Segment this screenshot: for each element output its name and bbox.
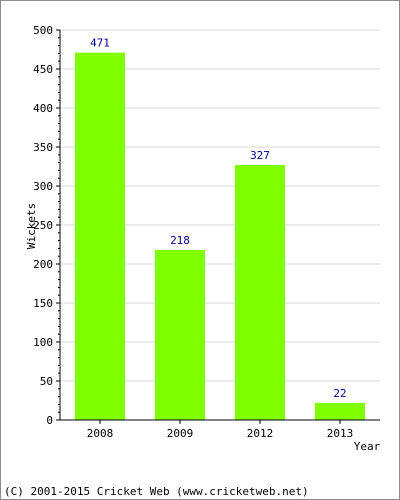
x-tick-label-2009: 2009 — [167, 427, 194, 440]
value-label-2009: 218 — [170, 234, 190, 247]
y-tick-label-400: 400 — [33, 102, 53, 115]
copyright-footer: (C) 2001-2015 Cricket Web (www.cricketwe… — [4, 485, 309, 498]
bar-2008 — [75, 52, 125, 421]
bar-2013 — [315, 402, 365, 420]
y-tick-label-500: 500 — [33, 24, 53, 37]
x-axis-title: Year — [354, 440, 381, 453]
value-label-2008: 471 — [90, 37, 110, 50]
value-label-2013: 22 — [333, 387, 346, 400]
y-ticks: 0 50 100 150 200 250 300 350 400 450 500 — [33, 24, 60, 427]
y-tick-label-350: 350 — [33, 141, 53, 154]
x-ticks: 2008 2009 2012 2013 — [87, 420, 354, 440]
bar-2012 — [235, 164, 285, 420]
bars — [75, 52, 365, 421]
value-label-2012: 327 — [250, 149, 270, 162]
y-tick-label-250: 250 — [33, 219, 53, 232]
bar-2009 — [155, 249, 205, 420]
y-tick-label-200: 200 — [33, 258, 53, 271]
x-tick-label-2013: 2013 — [327, 427, 354, 440]
y-tick-label-150: 150 — [33, 297, 53, 310]
y-tick-label-0: 0 — [46, 414, 53, 427]
y-tick-label-100: 100 — [33, 336, 53, 349]
x-tick-label-2008: 2008 — [87, 427, 114, 440]
y-tick-label-300: 300 — [33, 180, 53, 193]
x-tick-label-2012: 2012 — [247, 427, 274, 440]
y-axis-title: Wickets — [25, 203, 38, 249]
y-tick-label-450: 450 — [33, 63, 53, 76]
y-tick-label-50: 50 — [40, 375, 53, 388]
value-labels: 471 218 327 22 — [90, 37, 347, 400]
